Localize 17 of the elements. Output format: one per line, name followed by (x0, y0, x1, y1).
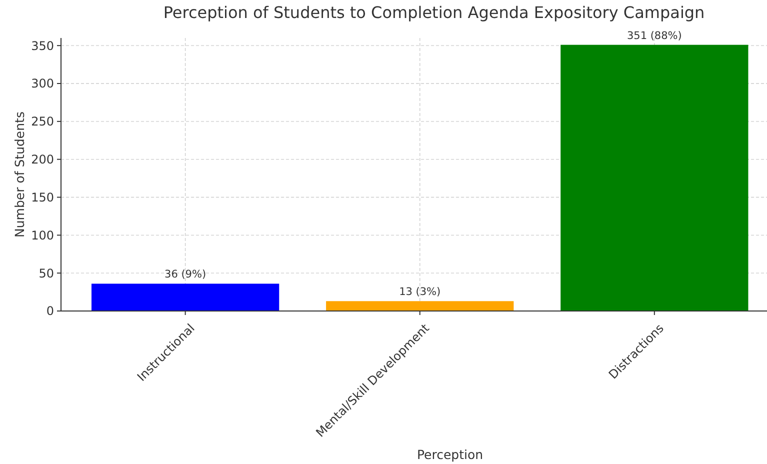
data-label: 36 (9%) (164, 268, 206, 281)
bar (560, 44, 748, 311)
y-tick-label: 200 (31, 152, 54, 167)
y-tick-label: 350 (31, 38, 54, 53)
y-tick-label: 250 (31, 114, 54, 129)
data-label: 351 (88%) (626, 30, 682, 42)
y-tick-label: 300 (31, 76, 54, 91)
bar (326, 301, 514, 311)
bar (91, 284, 280, 311)
x-axis-title: Perception (416, 447, 484, 462)
y-tick-label: 50 (38, 266, 54, 280)
y-axis-title: Number of Students (12, 112, 27, 238)
y-tick-label: 150 (31, 190, 54, 204)
y-tick-label: 100 (31, 228, 54, 242)
y-tick-label: 0 (46, 304, 54, 318)
data-label: 13 (3%) (399, 286, 441, 298)
chart-title: Perception of Students to Completion Agenda Expository Campaign (163, 3, 705, 22)
